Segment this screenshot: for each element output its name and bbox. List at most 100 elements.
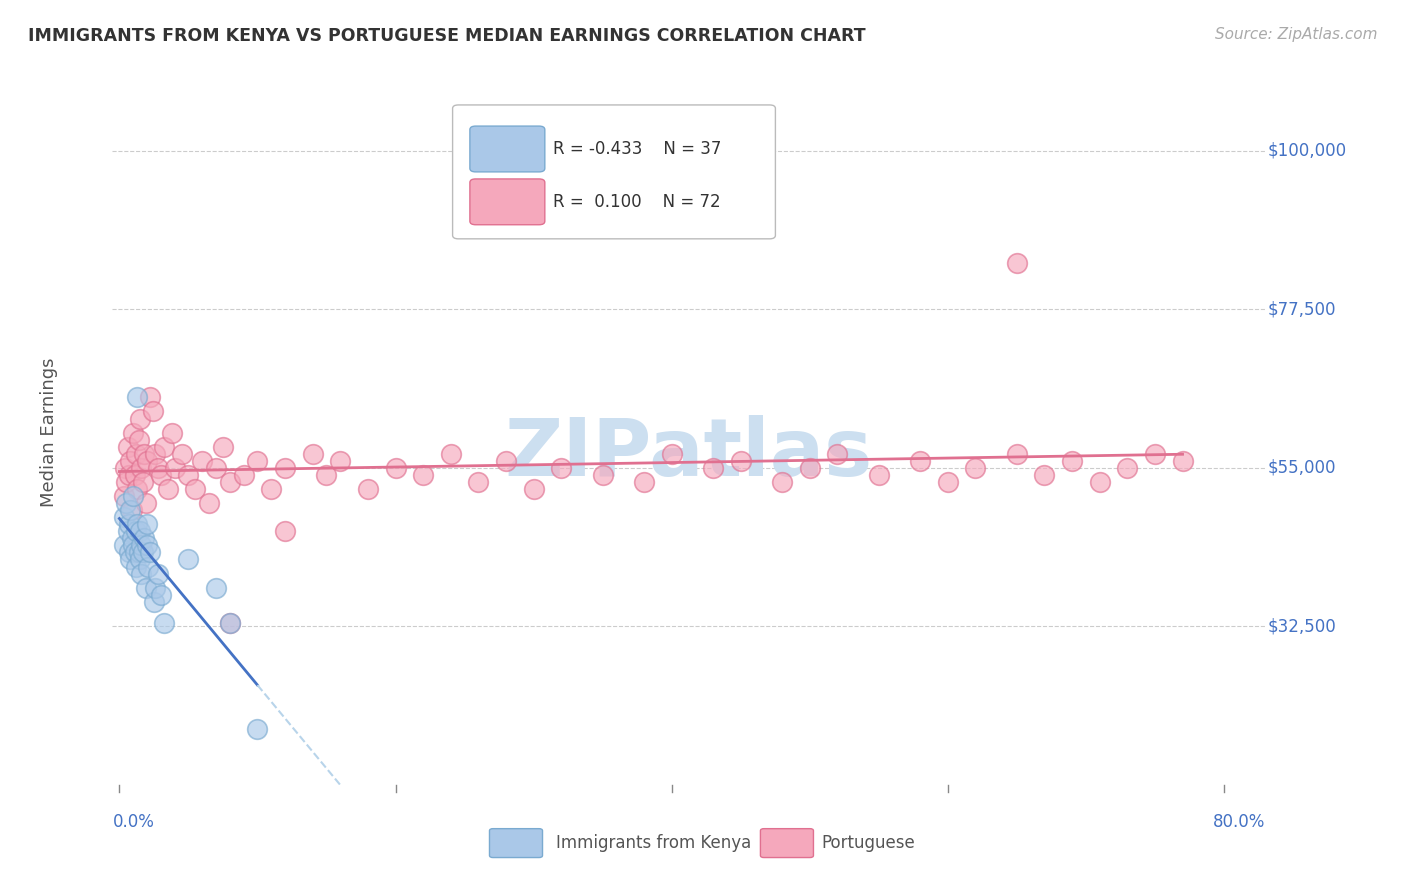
Text: 0.0%: 0.0% <box>112 814 155 831</box>
Text: Median Earnings: Median Earnings <box>39 358 58 508</box>
Point <box>191 454 214 468</box>
FancyBboxPatch shape <box>470 179 546 225</box>
Point <box>122 538 145 552</box>
Text: $100,000: $100,000 <box>1268 142 1347 160</box>
Text: $55,000: $55,000 <box>1268 458 1336 477</box>
Point <box>129 552 152 566</box>
Point <box>141 404 163 418</box>
Text: 80.0%: 80.0% <box>1213 814 1265 831</box>
Point <box>146 566 169 581</box>
Point <box>122 489 145 503</box>
Point <box>205 581 228 595</box>
Text: Immigrants from Kenya: Immigrants from Kenya <box>557 834 752 852</box>
Text: R =  0.100    N = 72: R = 0.100 N = 72 <box>553 194 720 211</box>
Point <box>1143 447 1166 461</box>
Point <box>139 545 162 559</box>
Point <box>495 454 517 468</box>
Point <box>135 581 157 595</box>
Point <box>152 440 174 454</box>
Point <box>315 467 337 482</box>
Point <box>149 588 172 602</box>
Text: R = -0.433    N = 37: R = -0.433 N = 37 <box>553 140 721 159</box>
Point <box>127 390 149 404</box>
Point <box>702 460 724 475</box>
Point <box>128 433 150 447</box>
Point <box>120 503 142 517</box>
Point <box>152 615 174 630</box>
Point <box>125 447 148 461</box>
Point <box>198 496 221 510</box>
Point <box>120 552 142 566</box>
Point <box>212 440 235 454</box>
Point <box>1088 475 1111 489</box>
Point <box>908 454 931 468</box>
Point <box>120 454 142 468</box>
Point <box>127 517 149 532</box>
Point <box>160 425 183 440</box>
Point <box>218 615 240 630</box>
Point <box>170 447 193 461</box>
Point <box>122 425 145 440</box>
Point <box>143 447 166 461</box>
Point <box>142 595 165 609</box>
Point <box>143 581 166 595</box>
Point <box>1116 460 1139 475</box>
Point <box>115 496 138 510</box>
Point <box>114 460 136 475</box>
Point <box>1033 467 1056 482</box>
Point <box>128 545 150 559</box>
Point <box>1171 454 1194 468</box>
Point <box>592 467 614 482</box>
Point <box>550 460 572 475</box>
Point <box>118 545 141 559</box>
Point <box>633 475 655 489</box>
Point <box>129 524 152 539</box>
Point <box>1005 256 1028 270</box>
Point <box>134 531 156 545</box>
Text: $32,500: $32,500 <box>1268 617 1337 635</box>
Point <box>121 531 143 545</box>
Point <box>131 538 153 552</box>
Point <box>730 454 752 468</box>
Point <box>246 454 269 468</box>
Point <box>301 447 323 461</box>
Text: IMMIGRANTS FROM KENYA VS PORTUGUESE MEDIAN EARNINGS CORRELATION CHART: IMMIGRANTS FROM KENYA VS PORTUGUESE MEDI… <box>28 27 866 45</box>
Point <box>936 475 959 489</box>
Point <box>149 467 172 482</box>
Point <box>135 496 157 510</box>
Point <box>827 447 849 461</box>
Point <box>146 460 169 475</box>
Text: $77,500: $77,500 <box>1268 301 1336 318</box>
Point <box>799 460 821 475</box>
FancyBboxPatch shape <box>489 829 543 857</box>
Point <box>129 411 152 425</box>
Point <box>661 447 683 461</box>
Point <box>246 722 269 736</box>
Point <box>357 482 380 496</box>
Point <box>205 460 228 475</box>
Point <box>136 517 159 532</box>
Point <box>467 475 489 489</box>
Point <box>132 475 155 489</box>
Point <box>163 460 186 475</box>
Point <box>112 538 135 552</box>
Point <box>523 482 546 496</box>
Point <box>384 460 406 475</box>
Point <box>139 390 162 404</box>
Point <box>260 482 283 496</box>
Point <box>177 552 200 566</box>
FancyBboxPatch shape <box>453 105 776 239</box>
Point <box>127 482 149 496</box>
FancyBboxPatch shape <box>761 829 814 857</box>
Point <box>136 538 159 552</box>
Point <box>440 447 463 461</box>
Point <box>112 489 135 503</box>
Point <box>117 524 139 539</box>
Point <box>218 475 240 489</box>
Point <box>1062 454 1084 468</box>
Point <box>117 440 139 454</box>
Point <box>868 467 890 482</box>
FancyBboxPatch shape <box>470 126 546 172</box>
Point <box>112 510 135 524</box>
Point <box>1005 447 1028 461</box>
